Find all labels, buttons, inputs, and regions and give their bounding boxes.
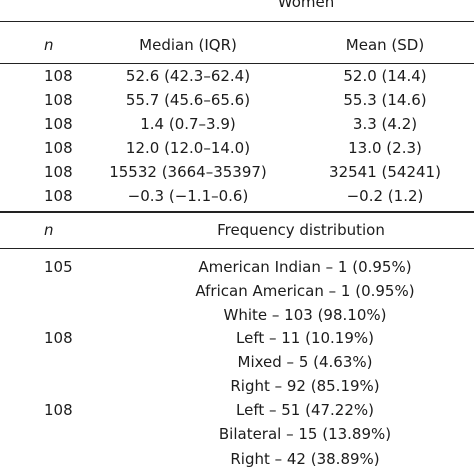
table-row-mean: −0.2 (1.2) [346,187,424,205]
table-row-n: 108 [44,187,73,205]
list-item-frequency: White – 103 (98.10%) [223,306,387,324]
table-row-n: 108 [44,163,73,181]
column-header-median-iqr: Median (IQR) [139,36,237,54]
list-item-frequency: Left – 51 (47.22%) [235,401,375,419]
table-row-mean: 52.0 (14.4) [343,67,427,85]
group-header-women: Women [277,0,335,11]
column-header-frequency-distribution: Frequency distribution [217,221,385,239]
table-row-mean: 55.3 (14.6) [343,91,427,109]
list-item-n: 105 [44,258,73,276]
bottom-header-divider [0,248,474,249]
table-row-median: 15532 (3664–35397) [109,163,267,181]
table-row-median: −0.3 (−1.1–0.6) [127,187,249,205]
list-item-frequency: Left – 11 (10.19%) [235,329,375,347]
list-item-frequency: Right – 42 (38.89%) [230,450,380,468]
list-item-frequency: Right – 92 (85.19%) [230,377,380,395]
list-item-frequency: Bilateral – 15 (13.89%) [218,425,392,443]
list-item-frequency: American Indian – 1 (0.95%) [198,258,412,276]
header-divider [0,21,474,22]
table-row-median: 1.4 (0.7–3.9) [140,115,236,133]
section-divider [0,211,474,213]
table-row-n: 108 [44,91,73,109]
list-item-n: 108 [44,329,73,347]
table-row-n: 108 [44,67,73,85]
table-row-n: 108 [44,115,73,133]
column-header-mean-sd: Mean (SD) [345,36,425,54]
column-header-n: n [44,36,54,54]
table-row-n: 108 [44,139,73,157]
table-row-mean: 32541 (54241) [329,163,441,181]
list-item-n: 108 [44,401,73,419]
list-item-frequency: Mixed – 5 (4.63%) [237,353,373,371]
list-item-frequency: African American – 1 (0.95%) [195,282,415,300]
table-row-median: 12.0 (12.0–14.0) [125,139,251,157]
column-header-divider [0,63,474,64]
column-header-n-bottom: n [44,221,54,239]
table-row-median: 52.6 (42.3–62.4) [125,67,251,85]
table-row-median: 55.7 (45.6–65.6) [125,91,251,109]
table-row-mean: 13.0 (2.3) [348,139,422,157]
table-row-mean: 3.3 (4.2) [352,115,418,133]
